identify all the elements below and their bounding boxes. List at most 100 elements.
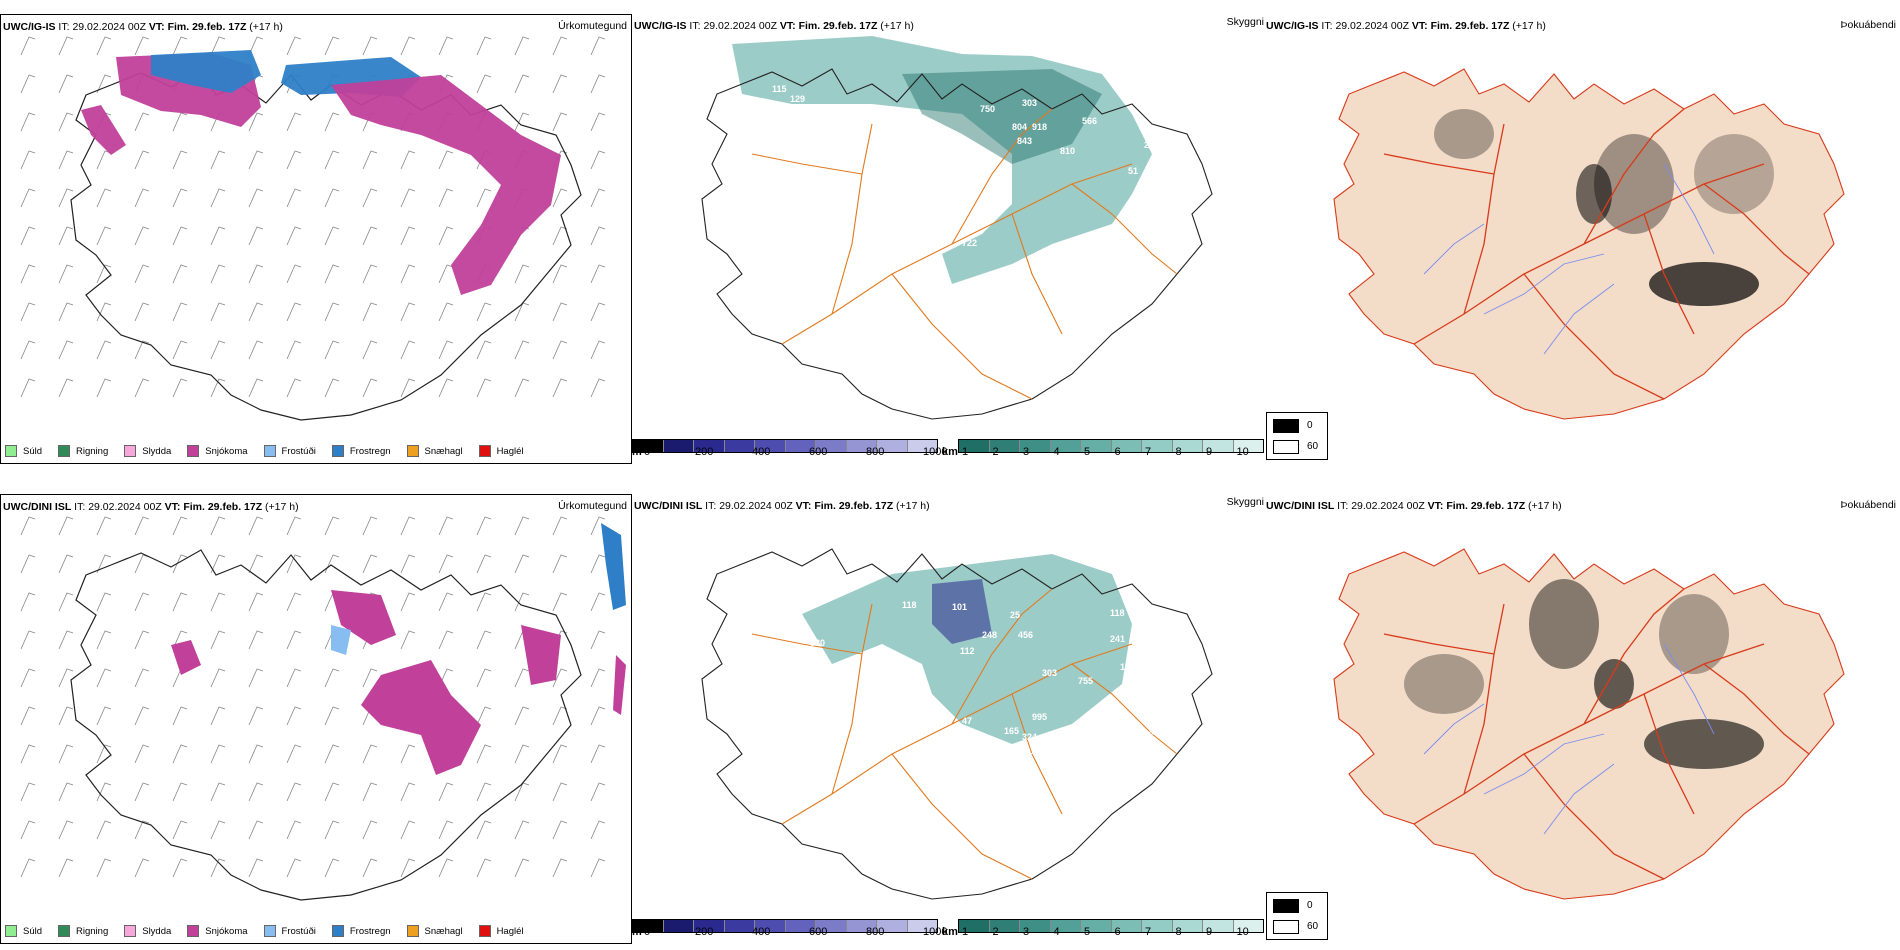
wind-barb xyxy=(286,554,302,574)
wind-barb xyxy=(476,820,492,840)
legend-swatch xyxy=(263,445,276,457)
wind-barb xyxy=(590,340,606,360)
legend-item: Snæhagl xyxy=(406,925,463,937)
wind-barb xyxy=(286,188,302,208)
cloud-base-label: 101 xyxy=(952,602,967,612)
wind-barb xyxy=(248,36,264,56)
wind-barb xyxy=(20,554,36,574)
visibility-tick-label: 8 xyxy=(1175,446,1182,458)
wind-barb xyxy=(96,302,112,322)
colorbar-step xyxy=(1081,920,1112,932)
wind-barb xyxy=(172,592,188,612)
wind-barb xyxy=(96,630,112,650)
legend-swatch xyxy=(5,445,17,457)
wind-barb xyxy=(438,264,454,284)
wind-barb xyxy=(248,112,264,132)
wind-barb xyxy=(286,150,302,170)
cloud-base-label: 118 xyxy=(1110,608,1125,618)
legend-swatch xyxy=(5,925,17,937)
wind-barb xyxy=(286,630,302,650)
panel-title: Þokuábendi xyxy=(1840,19,1896,31)
cloud-base-label: 214 xyxy=(1110,718,1125,728)
wind-barb xyxy=(476,858,492,878)
wind-barb xyxy=(58,378,74,398)
cloud-base-label: 456 xyxy=(1018,630,1033,640)
wind-barb xyxy=(400,592,416,612)
legend-item: Frostregn xyxy=(331,445,391,457)
wind-barb xyxy=(134,592,150,612)
wind-barb xyxy=(438,630,454,650)
wind-barb xyxy=(324,340,340,360)
wind-barb xyxy=(20,782,36,802)
wind-barb xyxy=(514,516,530,536)
snowfall-area-2 xyxy=(361,660,481,775)
wind-barb xyxy=(58,706,74,726)
wind-barb xyxy=(514,302,530,322)
wind-barb xyxy=(514,112,530,132)
freezing-drizzle-area xyxy=(331,625,351,655)
legend-item: Frostregn xyxy=(331,925,391,937)
visibility-tick-label: 8 xyxy=(1175,926,1182,938)
wind-barb xyxy=(172,340,188,360)
wind-barb xyxy=(248,264,264,284)
wind-barb xyxy=(58,264,74,284)
wind-barb xyxy=(438,36,454,56)
wind-barb xyxy=(172,516,188,536)
wind-barb xyxy=(58,820,74,840)
colorbar-step xyxy=(785,920,816,932)
wind-barb xyxy=(248,782,264,802)
wind-barb xyxy=(172,302,188,322)
colorbar-step xyxy=(1142,920,1173,932)
wind-barb xyxy=(476,516,492,536)
snowfall-area xyxy=(331,590,396,645)
visibility-unit: km xyxy=(942,926,958,938)
snowfall-area-3 xyxy=(81,105,126,155)
visibility-tick-label: 3 xyxy=(1023,926,1030,938)
wind-barb xyxy=(20,516,36,536)
cloud-base-label: 194 xyxy=(1030,746,1045,756)
cloud-base-label: 2 xyxy=(737,116,742,126)
cloud-base-label: 115 xyxy=(772,84,787,94)
wind-barb xyxy=(96,340,112,360)
wind-barb xyxy=(172,706,188,726)
wind-barb xyxy=(552,554,568,574)
wind-barb xyxy=(324,112,340,132)
cloud-base-label: 750 xyxy=(980,104,995,114)
visibility-tick-label: 9 xyxy=(1206,926,1213,938)
cloud-base-label: 995 xyxy=(1032,712,1047,722)
colorbar-step xyxy=(989,440,1020,452)
colorbar-step xyxy=(633,920,664,932)
colorbar-step xyxy=(694,440,725,452)
wind-barb xyxy=(286,378,302,398)
cloud-base-label: 843 xyxy=(1017,136,1032,146)
wind-barb xyxy=(58,744,74,764)
wind-barb xyxy=(248,744,264,764)
cloud-base-label: 105 xyxy=(1154,202,1169,212)
cloud-base-label: 25 xyxy=(1010,610,1020,620)
wind-barb xyxy=(286,668,302,688)
wind-barb xyxy=(96,554,112,574)
wind-barb xyxy=(476,592,492,612)
wind-barb xyxy=(134,188,150,208)
wind-barb xyxy=(590,668,606,688)
wind-barb xyxy=(210,744,226,764)
wind-barb xyxy=(362,188,378,208)
legend-item: Slydda xyxy=(124,925,171,937)
wind-barb xyxy=(514,592,530,612)
cloud-base-label: 303 xyxy=(1022,98,1037,108)
wind-barb xyxy=(172,150,188,170)
wind-barb xyxy=(324,744,340,764)
cloud-base-label: 51 xyxy=(1128,166,1138,176)
wind-barb xyxy=(438,820,454,840)
wind-barb xyxy=(552,340,568,360)
wind-barb xyxy=(438,340,454,360)
fog-panel-bottom: UWC/DINI ISL IT: 29.02.2024 00Z VT: Fim.… xyxy=(1264,494,1900,944)
wind-barb xyxy=(20,340,36,360)
colorbar-step xyxy=(694,920,725,932)
legend-item: Slydda xyxy=(124,445,171,457)
wind-barb xyxy=(96,150,112,170)
wind-barb xyxy=(400,150,416,170)
wind-barb xyxy=(476,744,492,764)
wind-barb xyxy=(362,858,378,878)
wind-barb xyxy=(248,554,264,574)
